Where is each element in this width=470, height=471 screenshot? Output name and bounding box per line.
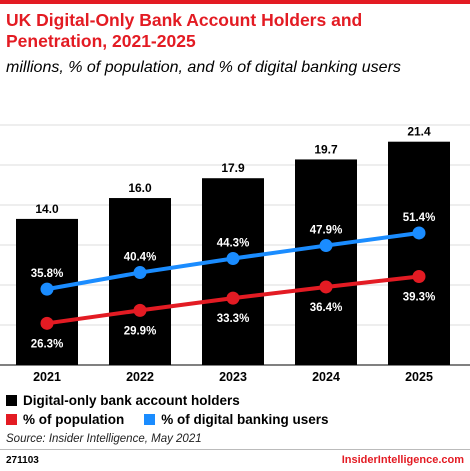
chart-title: UK Digital-Only Bank Account Holders and… [6, 10, 363, 51]
chart-plot: 14.0 2021 16.0 2022 17.9 2023 19.7 2024 21.4 2025… [0, 124, 470, 384]
digital-users-point [412, 226, 426, 240]
population-point [40, 316, 54, 330]
legend-swatch-digital-users [144, 414, 156, 425]
digital-users-point [40, 282, 54, 296]
population-value-label: 36.4% [310, 302, 343, 314]
digital-users-value-label: 47.9% [310, 225, 343, 237]
digital-users-value-label: 51.4% [403, 212, 436, 224]
digital-users-point [226, 252, 240, 266]
chart-id: 271103 [6, 455, 39, 466]
x-tick-label: 2023 [219, 370, 247, 384]
x-tick-label: 2024 [312, 370, 340, 384]
digital-users-value-label: 35.8% [31, 268, 64, 280]
population-point [412, 270, 426, 284]
population-point [133, 303, 147, 317]
x-tick-label: 2025 [405, 370, 433, 384]
legend-label-population: % of population [23, 412, 125, 427]
digital-users-point [133, 266, 147, 280]
bar-value-label: 16.0 [128, 181, 152, 195]
bar-2025 [388, 141, 450, 365]
top-accent-bar [0, 0, 470, 4]
legend-row-lines: % of population % of digital banking use… [6, 412, 329, 427]
bar-value-label: 14.0 [35, 202, 59, 216]
digital-users-value-label: 40.4% [124, 252, 157, 264]
bar-value-label: 19.7 [314, 142, 338, 156]
population-value-label: 33.3% [217, 313, 250, 325]
digital-users-point [319, 239, 333, 253]
population-point [226, 291, 240, 305]
bar-2023 [202, 178, 264, 365]
legend-swatch-population [6, 414, 17, 425]
legend-row-bars: Digital-only bank account holders [6, 393, 240, 408]
source-note: Source: Insider Intelligence, May 2021 [6, 433, 202, 445]
legend-label-digital-users: % of digital banking users [161, 412, 329, 427]
digital-users-value-label: 44.3% [217, 238, 250, 250]
population-point [319, 280, 333, 294]
bar-2022 [109, 198, 171, 365]
brand-link[interactable]: InsiderIntelligence.com [341, 454, 464, 466]
bar-2024 [295, 159, 357, 365]
legend-label-bars: Digital-only bank account holders [23, 393, 240, 408]
population-value-label: 39.3% [403, 292, 436, 304]
bar-value-label: 21.4 [407, 125, 431, 139]
population-value-label: 29.9% [124, 325, 157, 337]
legend-swatch-bars [6, 395, 17, 406]
chart-subtitle: millions, % of population, and % of digi… [6, 59, 401, 76]
bar-value-label: 17.9 [221, 161, 245, 175]
population-value-label: 26.3% [31, 338, 64, 350]
x-tick-label: 2022 [126, 370, 154, 384]
footer-divider [0, 449, 470, 450]
x-tick-label: 2021 [33, 370, 61, 384]
